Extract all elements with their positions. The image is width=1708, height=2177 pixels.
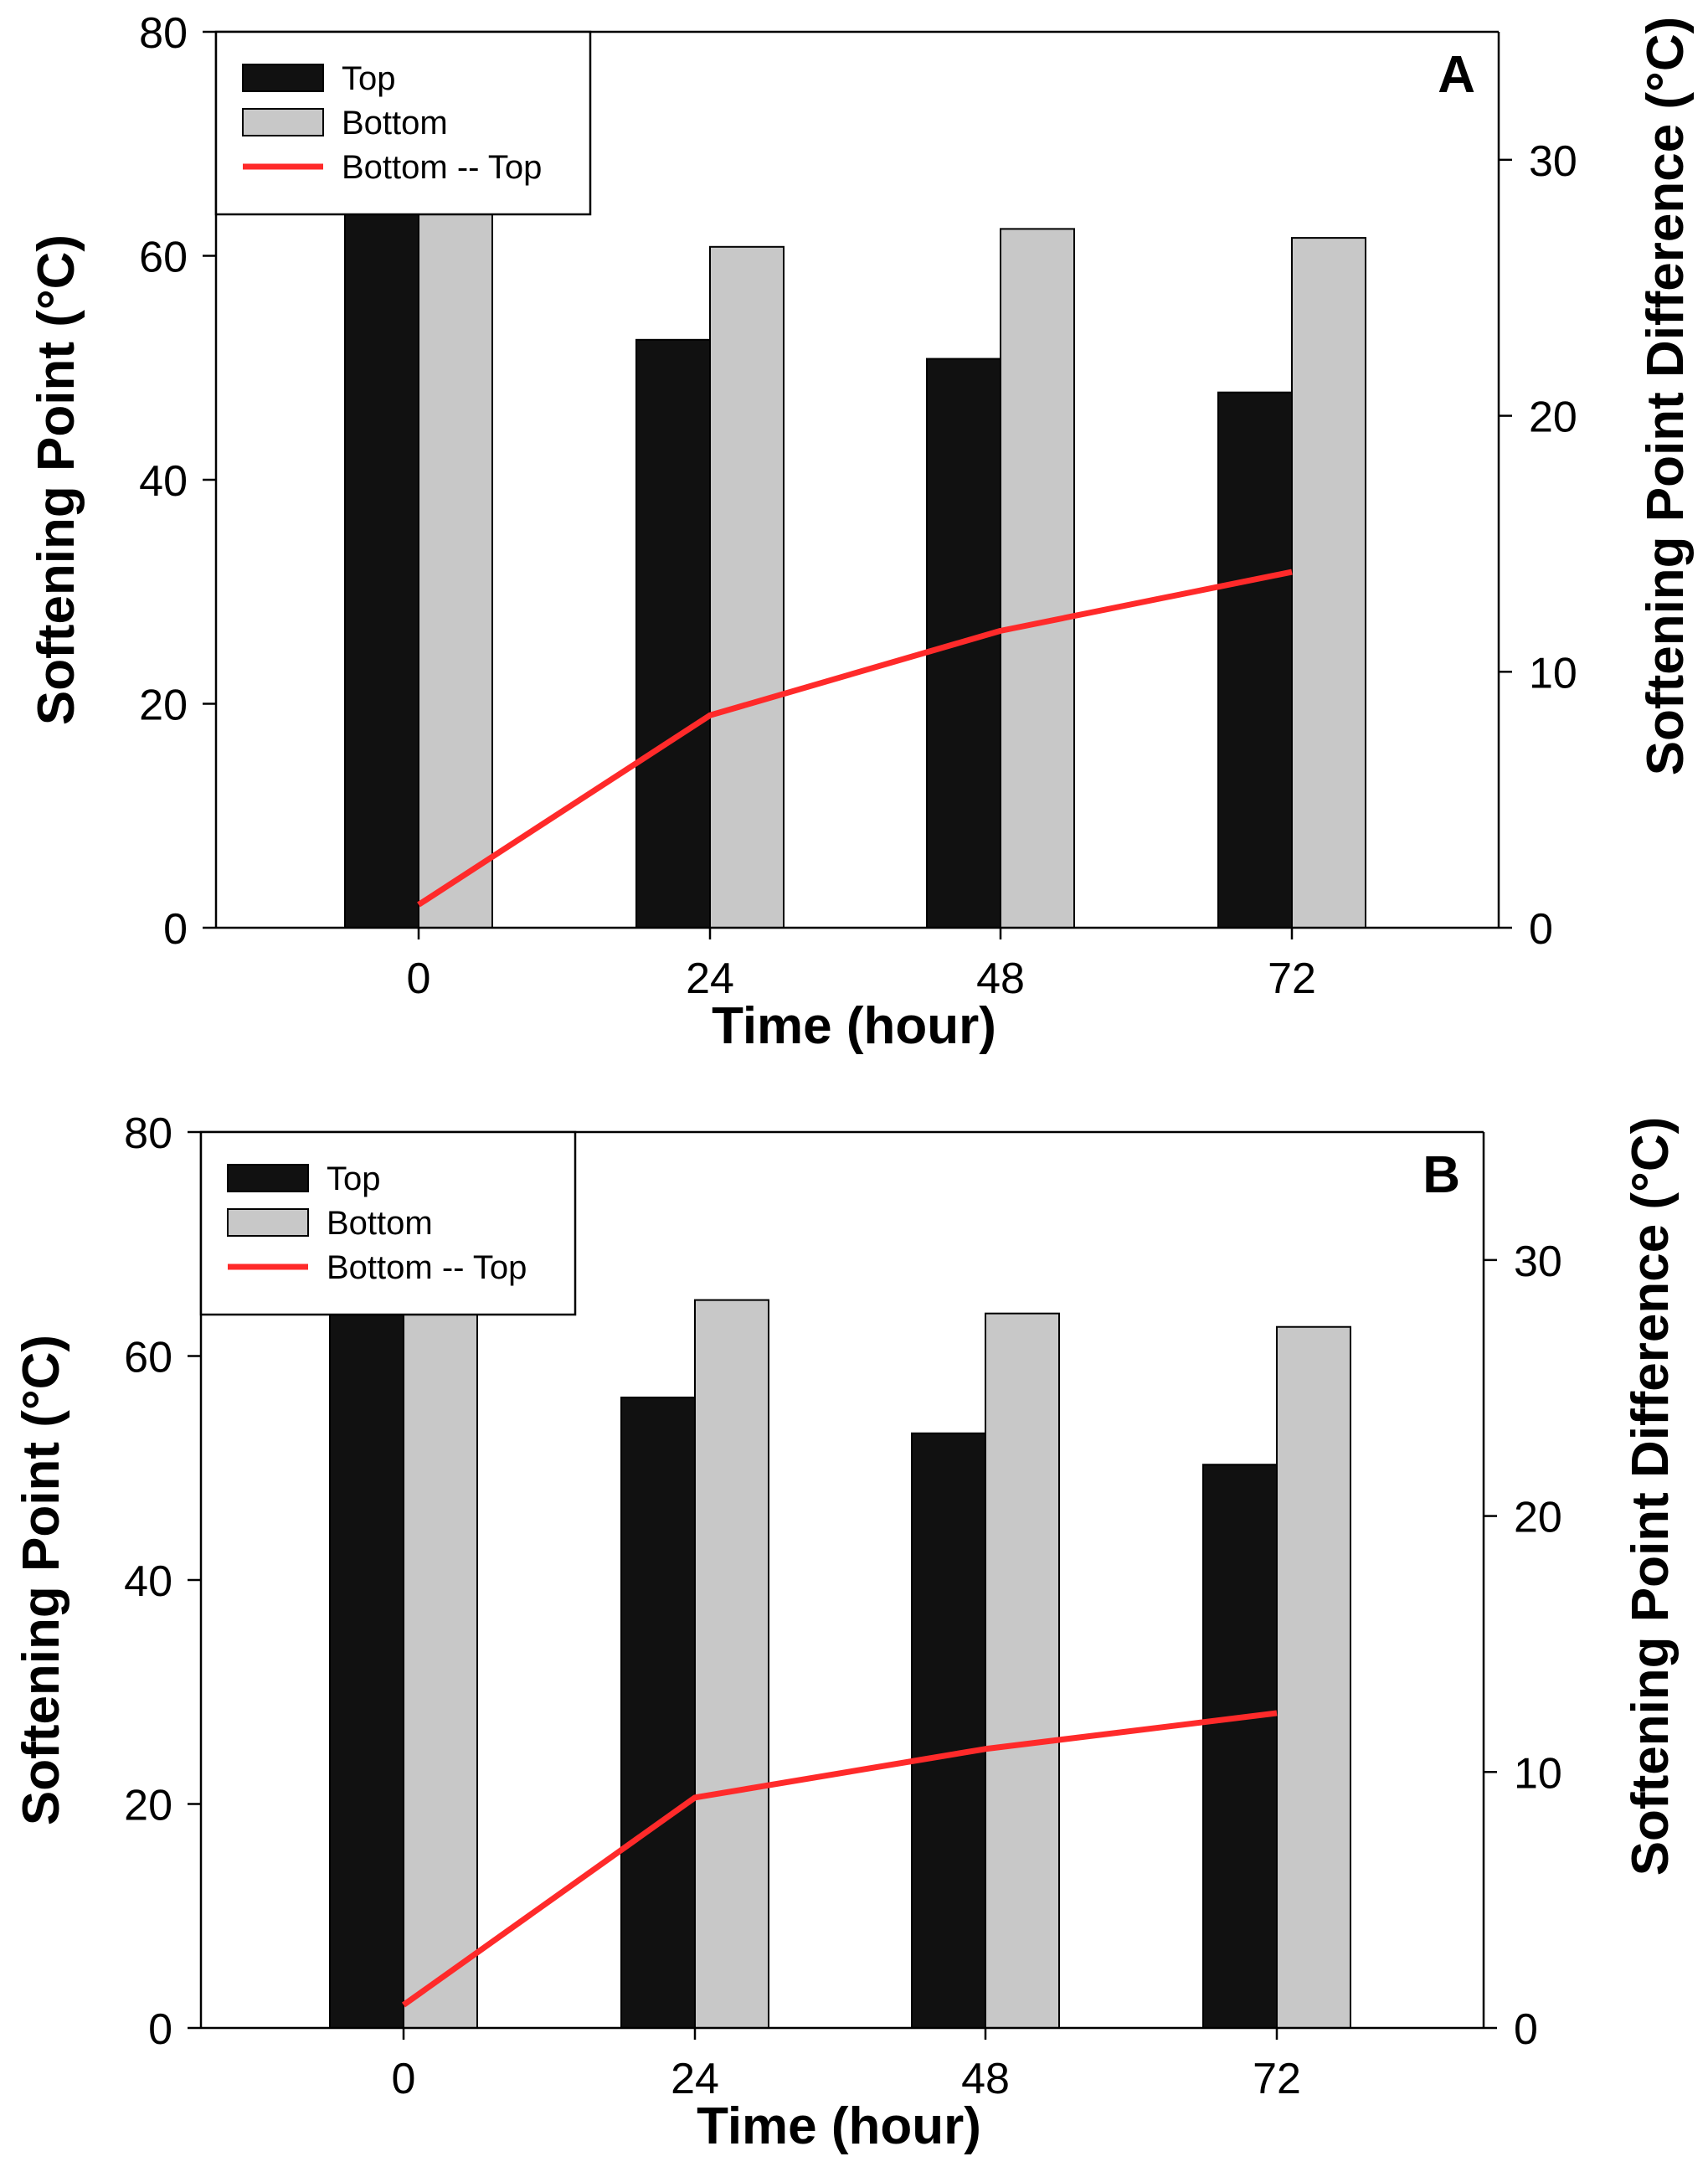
y-tick-label-right: 10 xyxy=(1514,1749,1562,1798)
y-tick-label-right: 30 xyxy=(1529,137,1577,186)
bar-top-24 xyxy=(635,338,711,929)
x-tick-label: 24 xyxy=(671,2055,719,2103)
legend: Top Bottom Bottom -- Top xyxy=(199,1130,577,1316)
y-tick-label-left: 0 xyxy=(148,2005,172,2054)
y-tick-label-right: 20 xyxy=(1514,1494,1562,1542)
series-line-difference xyxy=(417,569,1293,908)
y-tick-label-left: 60 xyxy=(139,234,188,282)
y-axis-title-right: Softening Point Difference (°C) xyxy=(1637,17,1695,776)
y-axis-title-left: Softening Point (°C) xyxy=(13,1335,70,1825)
y-tick-label-left: 40 xyxy=(139,457,188,506)
bar-bottom-48 xyxy=(985,1312,1060,2030)
y-tick-label-right: 30 xyxy=(1514,1238,1562,1286)
y-tick-label-left: 0 xyxy=(163,905,188,954)
x-tick-label: 72 xyxy=(1253,2055,1301,2103)
bar-top-72 xyxy=(1217,391,1293,929)
x-tick-label: 72 xyxy=(1268,955,1316,1003)
x-tick-label: 0 xyxy=(407,955,431,1003)
panel-label: B xyxy=(1422,1146,1460,1204)
legend-label: Top xyxy=(327,1161,381,1197)
bar-bottom-24 xyxy=(694,1299,769,2029)
y-tick-label-right: 0 xyxy=(1514,2005,1538,2054)
legend-box xyxy=(199,1130,577,1316)
y-axis-title-left: Softening Point (°C) xyxy=(28,234,85,725)
legend-swatch-bar xyxy=(242,108,324,136)
y-axis-title-right: Softening Point Difference (°C) xyxy=(1622,1117,1680,1876)
panel-label: A xyxy=(1438,46,1475,104)
y-tick-label-right: 0 xyxy=(1529,905,1553,954)
legend-label: Top xyxy=(342,60,396,97)
legend-label: Bottom -- Top xyxy=(342,149,542,186)
y-tick-label-right: 20 xyxy=(1529,394,1577,442)
bar-top-48 xyxy=(911,1432,986,2029)
legend-swatch-bar xyxy=(227,1208,309,1237)
y-tick-label-left: 80 xyxy=(124,1109,172,1158)
x-tick-label: 0 xyxy=(392,2055,416,2103)
legend-label: Bottom xyxy=(342,105,448,142)
x-axis-title: Time (hour) xyxy=(712,997,996,1055)
x-axis-title: Time (hour) xyxy=(697,2097,981,2155)
y-tick-label-left: 60 xyxy=(124,1334,172,1382)
bar-top-0 xyxy=(344,212,419,929)
chart-panel-a: 0 20 40 60 80 0 10 20 30 0 24 48 72 Time (hour) Soften… xyxy=(28,9,1695,1055)
bar-bottom-72 xyxy=(1276,1325,1351,2029)
bar-top-24 xyxy=(620,1396,696,2030)
y-tick-label-left: 20 xyxy=(139,682,188,730)
legend: Top Bottom Bottom -- Top xyxy=(214,30,592,216)
x-tick-label: 48 xyxy=(961,2055,1010,2103)
x-tick-label: 48 xyxy=(976,955,1025,1003)
bar-bottom-0 xyxy=(418,203,493,929)
legend-label: Bottom -- Top xyxy=(327,1249,527,1286)
legend-label: Bottom xyxy=(327,1205,433,1242)
y-tick-label-left: 40 xyxy=(124,1557,172,1606)
bar-top-72 xyxy=(1202,1464,1278,2030)
legend-swatch-bar xyxy=(242,64,324,92)
bar-top-0 xyxy=(329,1312,404,2030)
y-tick-label-left: 20 xyxy=(124,1782,172,1830)
x-tick-label: 24 xyxy=(686,955,734,1003)
legend-swatch-bar xyxy=(227,1164,309,1192)
series-line-difference xyxy=(401,1710,1278,2008)
bar-bottom-48 xyxy=(1000,228,1075,929)
bar-bottom-24 xyxy=(709,245,785,929)
y-tick-label-right: 10 xyxy=(1529,649,1577,697)
bar-bottom-72 xyxy=(1291,237,1366,929)
chart-panel-b: 0 20 40 60 80 0 10 20 30 0 24 48 72 Time (hour) Soften… xyxy=(13,1109,1680,2155)
bar-bottom-0 xyxy=(403,1303,478,2029)
y-tick-label-left: 80 xyxy=(139,9,188,58)
